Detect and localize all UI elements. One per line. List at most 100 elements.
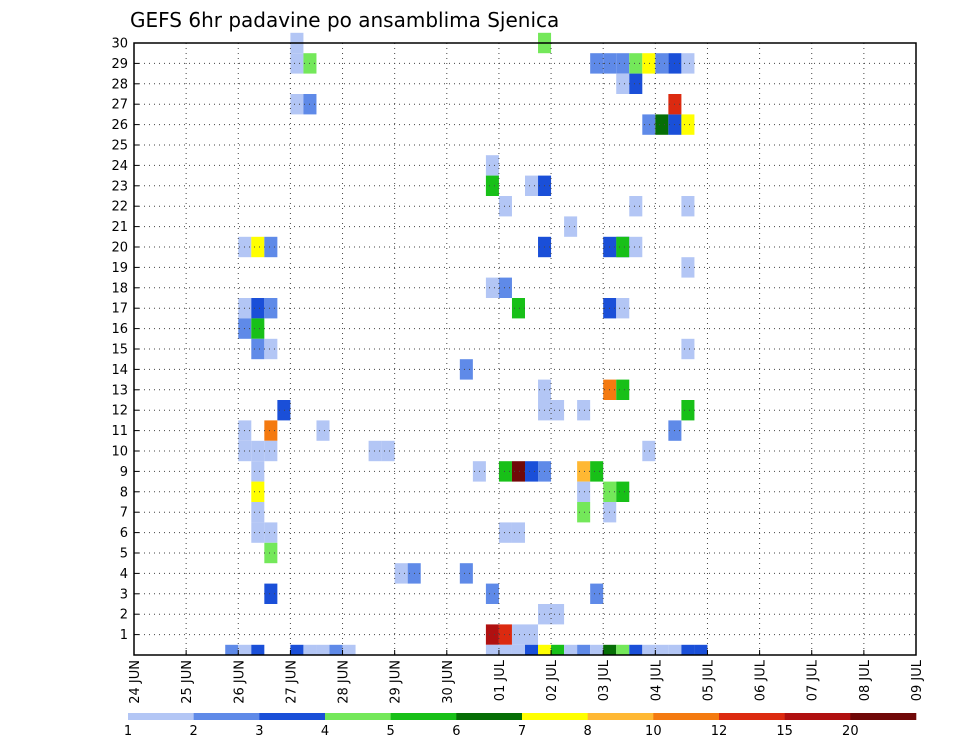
legend-swatch <box>128 713 194 720</box>
x-tick-label: 05 JUL <box>702 659 717 701</box>
x-tick-label: 26 JUN <box>232 660 247 704</box>
ensemble-cells <box>225 32 708 655</box>
y-tick-label: 6 <box>120 526 128 541</box>
y-tick-label: 9 <box>120 465 128 480</box>
x-tick-label: 27 JUN <box>284 660 299 704</box>
ensemble-cell <box>629 196 643 217</box>
ensemble-cell <box>511 298 525 319</box>
x-tick-label: 24 JUN <box>128 660 143 704</box>
x-tick-label: 08 JUL <box>858 659 873 701</box>
legend-swatch <box>587 713 654 720</box>
ensemble-cell <box>251 236 265 258</box>
y-axis: 1234567891011121314151617181920212223242… <box>111 37 139 643</box>
y-tick-label: 18 <box>111 281 128 296</box>
ensemble-cell <box>525 624 539 645</box>
ensemble-cell <box>264 420 278 441</box>
ensemble-cell <box>681 196 695 217</box>
y-tick-label: 25 <box>111 139 128 154</box>
ensemble-cell <box>577 400 591 421</box>
legend-swatch <box>653 713 720 720</box>
ensemble-cell <box>681 53 695 74</box>
ensemble-cell <box>264 542 278 564</box>
legend-swatch <box>390 713 457 720</box>
y-tick-label: 3 <box>120 587 128 602</box>
chart-title: GEFS 6hr padavine po ansamblima Sjenica <box>130 8 559 32</box>
legend-swatch <box>456 713 523 720</box>
ensemble-cell <box>485 277 499 298</box>
legend-swatch <box>784 713 851 720</box>
ensemble-cell <box>251 461 265 482</box>
ensemble-cell <box>642 440 656 462</box>
ensemble-cell <box>251 298 265 319</box>
ensemble-cell <box>681 257 695 278</box>
ensemble-cell <box>381 440 395 462</box>
ensemble-cell <box>277 400 291 421</box>
y-tick-label: 19 <box>111 261 128 276</box>
ensemble-cell <box>394 563 408 584</box>
control-run-cell <box>290 644 304 655</box>
y-tick-label: 26 <box>111 118 128 133</box>
color-scale-legend: 1 2 3 4 5 6 7 8 10 12 15 20 <box>124 713 917 739</box>
legend-label: 15 <box>776 724 793 739</box>
ensemble-cell <box>629 53 643 74</box>
ensemble-cell <box>459 359 473 380</box>
ensemble-cell <box>616 379 630 400</box>
ensemble-cell <box>290 53 304 74</box>
y-tick-label: 12 <box>111 404 128 419</box>
y-tick-label: 23 <box>111 179 128 194</box>
control-run-cell <box>525 644 539 655</box>
x-tick-label: 04 JUL <box>649 659 664 701</box>
ensemble-cell <box>655 53 669 74</box>
ensemble-cell <box>629 236 643 258</box>
ensemble-cell <box>264 236 278 258</box>
legend-label: 20 <box>842 724 859 739</box>
ensemble-cell <box>616 481 630 502</box>
ensemble-cell <box>564 216 578 237</box>
ensemble-cell <box>590 461 604 482</box>
ensemble-cell <box>498 196 512 217</box>
control-run-cell <box>225 644 239 655</box>
legend-label: 6 <box>452 724 460 739</box>
ensemble-cell <box>642 53 656 74</box>
x-tick-label: 29 JUN <box>389 660 404 704</box>
y-tick-label: 21 <box>111 220 128 235</box>
y-tick-label: 7 <box>120 506 128 521</box>
ensemble-cell <box>498 277 512 298</box>
ensemble-cell <box>485 155 499 176</box>
ensemble-cell <box>264 440 278 462</box>
ensemble-cell <box>251 522 265 543</box>
control-run-cell <box>329 644 343 655</box>
y-tick-label: 20 <box>111 241 128 256</box>
legend-label: 4 <box>321 724 329 739</box>
control-run-cell <box>538 644 552 655</box>
x-tick-label: 03 JUL <box>597 659 612 701</box>
ensemble-cell <box>577 502 591 523</box>
legend-label: 8 <box>584 724 592 739</box>
ensemble-cell <box>551 604 565 625</box>
control-run-cell <box>590 644 604 655</box>
y-tick-label: 30 <box>111 37 128 52</box>
control-run-cell <box>655 644 669 655</box>
y-tick-label: 1 <box>120 628 128 643</box>
control-run-cell <box>577 644 591 655</box>
y-tick-label: 15 <box>111 343 128 358</box>
y-tick-label: 4 <box>120 567 128 582</box>
y-tick-label: 13 <box>111 383 128 398</box>
x-tick-label: 28 JUN <box>337 660 352 704</box>
x-tick-label: 06 JUL <box>754 659 769 701</box>
ensemble-cell <box>251 481 265 502</box>
control-run-cell <box>303 644 317 655</box>
legend-swatch <box>522 713 588 720</box>
ensemble-cell <box>551 400 565 421</box>
x-tick-label: 09 JUL <box>910 659 925 701</box>
ensemble-cell <box>290 94 304 115</box>
control-run-cell <box>251 644 265 655</box>
legend-label: 12 <box>711 724 728 739</box>
y-tick-label: 17 <box>111 302 128 317</box>
ensemble-cell <box>629 73 643 94</box>
x-tick-label: 01 JUL <box>493 659 508 701</box>
legend-swatch <box>193 713 260 720</box>
ensemble-cell <box>525 461 539 482</box>
ensemble-cell <box>616 236 630 258</box>
ensemble-cell <box>264 522 278 543</box>
